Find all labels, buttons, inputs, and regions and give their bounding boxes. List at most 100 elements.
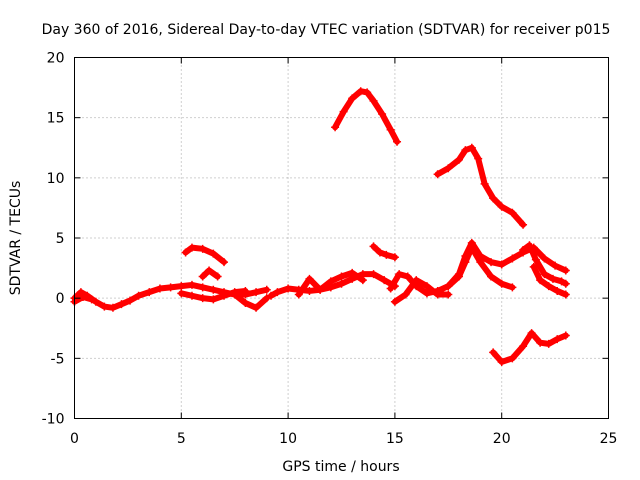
data-point — [489, 194, 498, 203]
data-point — [262, 285, 271, 294]
data-point — [553, 335, 562, 344]
data-point — [480, 179, 489, 188]
series-arc-7 — [267, 270, 399, 300]
data-point — [252, 288, 261, 297]
data-point — [393, 137, 402, 146]
data-point — [108, 303, 117, 312]
series-line-arc-6 — [231, 291, 270, 311]
data-point — [487, 272, 496, 281]
data-point — [378, 110, 387, 119]
x-tick-label: 15 — [386, 431, 404, 447]
data-point — [284, 284, 293, 293]
data-point — [326, 277, 335, 286]
data-point — [553, 286, 562, 295]
data-point — [380, 276, 389, 285]
data-point — [497, 202, 506, 211]
data-point — [548, 274, 557, 283]
series-arc-14 — [444, 243, 517, 292]
x-tick-label: 25 — [600, 431, 618, 447]
data-point — [519, 342, 528, 351]
data-point — [198, 272, 207, 281]
chart-title: Day 360 of 2016, Sidereal Day-to-day VTE… — [42, 22, 611, 38]
data-point — [126, 296, 135, 305]
data-point — [205, 266, 214, 275]
data-point — [390, 253, 399, 262]
data-point — [87, 295, 96, 304]
grid-lines — [74, 57, 609, 419]
data-point — [395, 270, 404, 279]
data-point — [487, 258, 496, 267]
y-tick-label: -10 — [42, 412, 65, 428]
data-point — [536, 338, 545, 347]
data-point — [527, 329, 536, 338]
data-point — [369, 96, 378, 105]
data-point — [187, 280, 196, 289]
data-point — [497, 260, 506, 269]
data-point — [209, 285, 218, 294]
data-point — [444, 290, 453, 299]
series-arc-16 — [519, 241, 570, 288]
data-point — [519, 220, 528, 229]
x-tick-label: 20 — [493, 431, 511, 447]
data-point — [198, 283, 207, 292]
data-point — [241, 286, 250, 295]
data-point — [273, 288, 282, 297]
data-point — [220, 258, 229, 267]
series-line-arc-9 — [332, 88, 401, 145]
data-point — [422, 289, 431, 298]
data-point — [474, 154, 483, 163]
data-point — [557, 277, 566, 286]
data-point — [461, 258, 470, 267]
series-arc-2 — [70, 292, 96, 306]
series-arc-9 — [331, 87, 402, 146]
data-point — [166, 283, 175, 292]
data-point — [497, 357, 506, 366]
data-point — [213, 272, 222, 281]
data-point — [177, 282, 186, 291]
series-arc-17 — [529, 262, 570, 299]
data-point — [497, 279, 506, 288]
data-point — [220, 291, 229, 300]
data-point — [561, 290, 570, 299]
data-point — [525, 241, 534, 250]
series-line-arc-10 — [370, 243, 398, 261]
data-point — [339, 107, 348, 116]
y-tick-label: -5 — [51, 351, 65, 367]
data-point — [145, 288, 154, 297]
data-point — [187, 291, 196, 300]
series-layer — [70, 87, 570, 366]
series-arc-15 — [489, 329, 570, 366]
data-point — [390, 297, 399, 306]
data-point — [337, 279, 346, 288]
data-point — [134, 291, 143, 300]
data-point — [551, 261, 560, 270]
data-point — [561, 331, 570, 340]
y-tick-label: 20 — [47, 51, 65, 67]
series-arc-8 — [294, 268, 367, 299]
data-point — [177, 289, 186, 298]
data-point — [382, 250, 391, 259]
data-point — [454, 272, 463, 281]
data-point — [305, 274, 314, 283]
series-arc-6 — [230, 290, 271, 312]
data-point — [305, 286, 314, 295]
series-arc-4 — [181, 243, 229, 267]
data-point — [561, 266, 570, 275]
data-point — [544, 282, 553, 291]
series-arc-10 — [369, 242, 399, 262]
data-point — [561, 279, 570, 288]
data-point — [544, 339, 553, 348]
data-point — [230, 290, 239, 299]
data-point — [356, 87, 365, 96]
series-arc-13 — [433, 143, 528, 229]
data-point — [454, 155, 463, 164]
data-point — [79, 292, 88, 301]
data-point — [375, 248, 384, 257]
data-point — [348, 268, 357, 277]
y-axis-label: SDTVAR / TECUs — [8, 181, 24, 296]
data-point — [337, 272, 346, 281]
data-point — [155, 284, 164, 293]
data-point — [508, 208, 517, 217]
data-point — [252, 303, 261, 312]
data-point — [412, 276, 421, 285]
